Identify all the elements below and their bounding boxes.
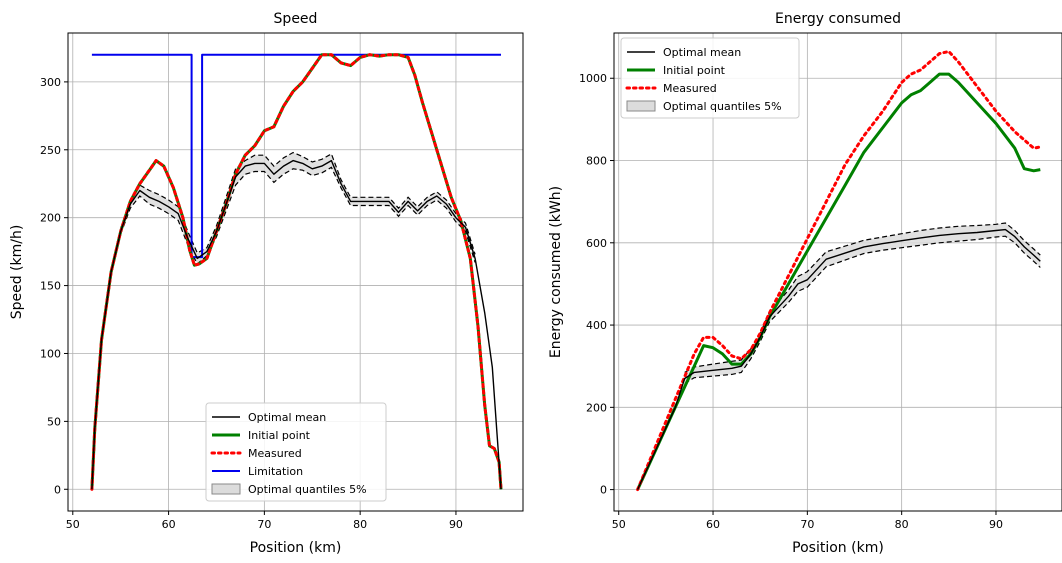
energy-y-tick-label-0: 0 xyxy=(600,484,607,497)
speed-plot-frame xyxy=(67,32,524,512)
speed-y-tick-label-200: 200 xyxy=(40,212,61,225)
speed-y-tick-label-150: 150 xyxy=(40,280,61,293)
energy-chart: 50 60 70 80 90 0 200 400 600 800 1000 Energy consu… xyxy=(548,11,1062,556)
speed-legend-label-initial-point: Initial point xyxy=(248,429,311,442)
energy-y-tick-label-400: 400 xyxy=(586,319,607,332)
speed-quantile-lower-line xyxy=(120,166,476,265)
energy-x-tick-label-60: 60 xyxy=(706,518,720,531)
speed-series-measured xyxy=(90,53,503,491)
energy-series-optimal-mean xyxy=(636,228,1041,490)
energy-legend-label-initial-point: Initial point xyxy=(663,64,726,77)
energy-legend-label-optimal-quantiles-5: Optimal quantiles 5% xyxy=(663,100,782,113)
speed-y-tick-label-100: 100 xyxy=(40,347,61,360)
speed-chart-title: Speed xyxy=(274,11,318,27)
energy-ticks: 50 60 70 80 90 0 200 400 600 800 1000 xyxy=(579,72,1003,531)
energy-x-tick-label-90: 90 xyxy=(989,518,1003,531)
speed-legend-swatch-optimal-quantiles-5 xyxy=(211,483,241,495)
speed-y-axis-label: Speed (km/h) xyxy=(9,225,25,320)
energy-legend-swatch-optimal-quantiles-5 xyxy=(626,100,656,112)
speed-x-tick-label-70: 70 xyxy=(257,518,271,531)
speed-series-optimal-mean xyxy=(91,159,502,490)
energy-series xyxy=(636,50,1042,492)
energy-series-initial-point xyxy=(636,72,1041,491)
speed-y-tick-label-50: 50 xyxy=(47,415,61,428)
energy-x-tick-label-80: 80 xyxy=(895,518,909,531)
speed-legend-box xyxy=(205,402,387,502)
speed-y-tick-label-0: 0 xyxy=(54,483,61,496)
energy-quantile-band xyxy=(684,223,1041,384)
energy-x-axis-label: Position (km) xyxy=(792,540,884,556)
speed-ticks: 50 60 70 80 90 0 50 100 150 200 250 300 xyxy=(40,76,463,531)
energy-x-tick-label-70: 70 xyxy=(800,518,814,531)
energy-legend-label-measured: Measured xyxy=(663,82,717,95)
speed-chart: 50 60 70 80 90 0 50 100 150 200 250 300 Speed Posit… xyxy=(9,11,524,556)
speed-legend-label-optimal-mean: Optimal mean xyxy=(248,411,326,424)
speed-x-tick-label-90: 90 xyxy=(449,518,463,531)
speed-legend-label-optimal-quantiles-5: Optimal quantiles 5% xyxy=(248,483,367,496)
speed-x-tick-label-60: 60 xyxy=(162,518,176,531)
speed-legend-label-limitation: Limitation xyxy=(248,465,303,478)
energy-y-tick-label-800: 800 xyxy=(586,155,607,168)
speed-x-tick-label-50: 50 xyxy=(66,518,80,531)
energy-x-tick-label-50: 50 xyxy=(612,518,626,531)
energy-y-tick-label-1000: 1000 xyxy=(579,72,607,85)
speed-legend-label-measured: Measured xyxy=(248,447,302,460)
energy-grid xyxy=(614,33,1062,511)
energy-legend-label-optimal-mean: Optimal mean xyxy=(663,46,741,59)
energy-chart-title: Energy consumed xyxy=(775,11,901,27)
speed-series xyxy=(90,53,503,491)
speed-y-tick-label-300: 300 xyxy=(40,76,61,89)
energy-y-axis-label: Energy consumed (kWh) xyxy=(548,186,564,358)
energy-y-tick-label-200: 200 xyxy=(586,401,607,414)
energy-plot-frame xyxy=(613,32,1062,512)
energy-quantile-lower-line xyxy=(684,235,1041,385)
energy-series-measured xyxy=(636,50,1042,492)
speed-x-axis-label: Position (km) xyxy=(250,540,342,556)
energy-legend-box xyxy=(620,37,800,119)
speed-y-tick-label-250: 250 xyxy=(40,144,61,157)
speed-quantile-band xyxy=(120,152,476,264)
speed-x-tick-label-80: 80 xyxy=(353,518,367,531)
speed-legend: Optimal mean Initial point Measured Limitat… xyxy=(205,402,387,502)
energy-y-tick-label-600: 600 xyxy=(586,237,607,250)
energy-legend: Optimal mean Initial point Measured Optimal… xyxy=(620,37,800,119)
